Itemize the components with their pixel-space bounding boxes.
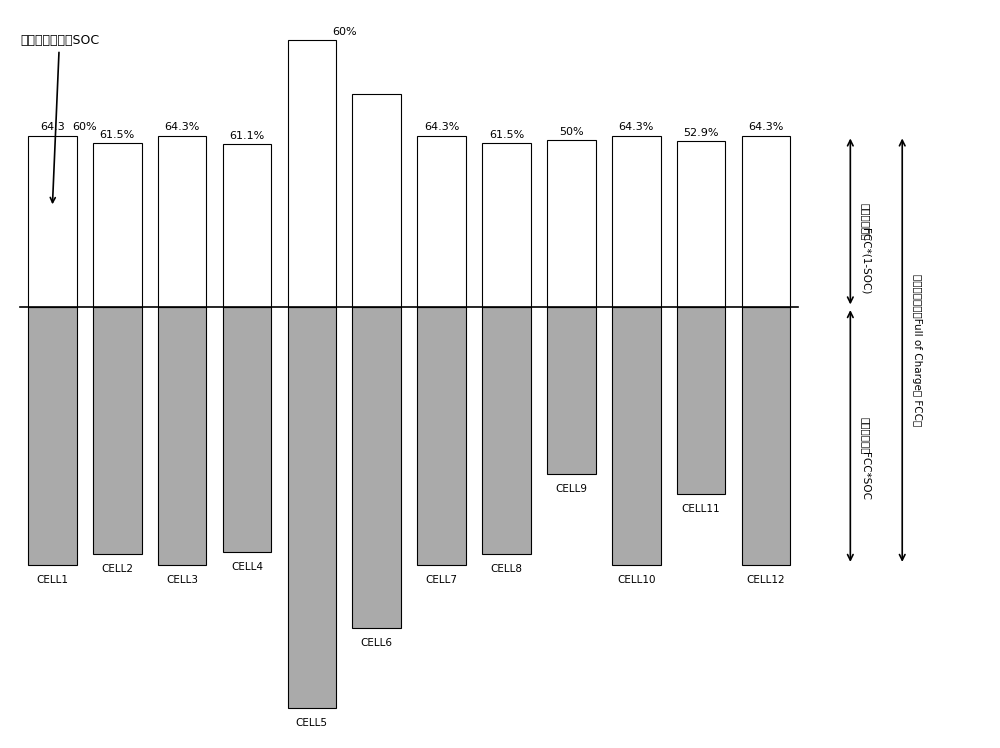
Bar xyxy=(482,307,531,554)
Text: CELL12: CELL12 xyxy=(747,574,785,585)
Bar xyxy=(742,135,790,307)
Text: 相对剩余容量值SOC: 相对剩余容量值SOC xyxy=(20,34,99,203)
Text: 绝对可放容量: 绝对可放容量 xyxy=(860,417,870,455)
Text: 60%: 60% xyxy=(332,27,357,37)
Text: CELL2: CELL2 xyxy=(101,563,133,574)
Text: 61.5%: 61.5% xyxy=(489,129,524,140)
Text: 绝对可充容量: 绝对可充容量 xyxy=(860,203,870,240)
Bar xyxy=(158,135,206,307)
Text: 64.3%: 64.3% xyxy=(424,122,459,132)
Bar xyxy=(223,307,271,552)
Bar xyxy=(158,307,206,565)
Text: CELL4: CELL4 xyxy=(231,562,263,572)
Bar xyxy=(547,141,596,307)
Bar xyxy=(28,135,77,307)
Text: 61.1%: 61.1% xyxy=(229,131,265,141)
Bar xyxy=(612,307,661,565)
Text: 52.9%: 52.9% xyxy=(683,128,719,138)
Bar xyxy=(612,135,661,307)
Bar xyxy=(677,307,725,494)
Bar xyxy=(482,143,531,307)
Text: CELL9: CELL9 xyxy=(555,484,587,494)
Text: 50%: 50% xyxy=(559,127,584,137)
Text: CELL10: CELL10 xyxy=(617,574,655,585)
Text: 64.3%: 64.3% xyxy=(164,122,200,132)
Text: 64.3: 64.3 xyxy=(40,122,65,132)
Text: CELL6: CELL6 xyxy=(361,637,393,648)
Bar xyxy=(352,307,401,628)
Text: CELL7: CELL7 xyxy=(426,574,458,585)
Bar xyxy=(547,307,596,474)
Text: 64.3%: 64.3% xyxy=(619,122,654,132)
Text: FCC*(1-SOC): FCC*(1-SOC) xyxy=(860,228,870,295)
Bar xyxy=(352,94,401,307)
Text: CELL11: CELL11 xyxy=(682,504,720,514)
Bar xyxy=(288,307,336,708)
Text: CELL3: CELL3 xyxy=(166,574,198,585)
Bar xyxy=(742,307,790,565)
Bar xyxy=(288,40,336,307)
Bar xyxy=(93,143,142,307)
Text: FCC*SOC: FCC*SOC xyxy=(860,452,870,500)
Text: CELL1: CELL1 xyxy=(36,574,68,585)
Text: CELL5: CELL5 xyxy=(296,717,328,728)
Bar xyxy=(93,307,142,554)
Bar xyxy=(28,307,77,565)
Bar xyxy=(677,141,725,307)
Text: CELL8: CELL8 xyxy=(490,563,522,574)
Text: 64.3%: 64.3% xyxy=(748,122,784,132)
Text: 完全充电容量（Full of Charge， FCC）: 完全充电容量（Full of Charge， FCC） xyxy=(912,274,922,426)
Bar xyxy=(223,144,271,307)
Text: 61.5%: 61.5% xyxy=(100,129,135,140)
Text: 60%: 60% xyxy=(72,122,97,132)
Bar xyxy=(417,307,466,565)
Bar xyxy=(417,135,466,307)
